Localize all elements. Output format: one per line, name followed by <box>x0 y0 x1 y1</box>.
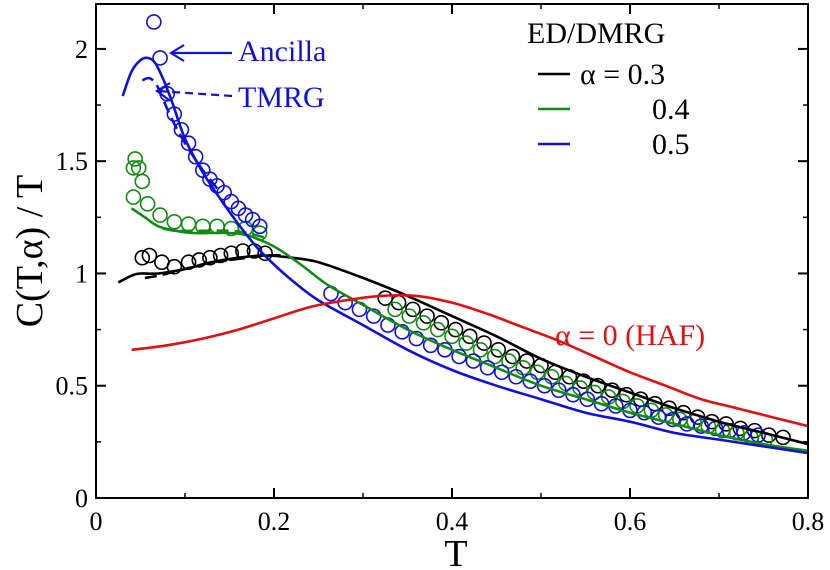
legend-label-alpha-0.3: α = 0.3 <box>580 58 665 91</box>
data-point <box>152 50 168 66</box>
data-point <box>522 373 539 390</box>
y-tick-label: 0 <box>75 484 88 513</box>
data-point <box>152 207 168 223</box>
series-line-0.3-ancilla <box>117 254 808 446</box>
data-point <box>212 247 229 264</box>
series-line-0.5-ancilla <box>121 56 808 455</box>
y-tick-label: 2 <box>75 35 88 64</box>
data-point <box>458 335 475 351</box>
series-line-0.5-tmrg <box>141 76 222 194</box>
y-tick-label: 0.5 <box>56 372 89 401</box>
tmrg-label: TMRG <box>238 81 325 114</box>
x-tick-label: 0 <box>90 507 103 536</box>
x-tick-label: 0.2 <box>258 507 291 536</box>
x-tick-label: 0.6 <box>614 507 647 536</box>
data-point <box>501 353 517 369</box>
series-0.4-ed-dmrg <box>125 151 774 448</box>
data-point <box>166 214 183 230</box>
data-point <box>180 216 197 232</box>
x-axis-title: T <box>444 533 467 570</box>
legend-label-alpha-0.4: 0.4 <box>652 93 690 126</box>
data-point <box>508 368 524 385</box>
x-tick-label: 0.8 <box>792 507 825 536</box>
data-point <box>134 173 151 190</box>
data-point <box>223 245 240 262</box>
haf-label: α = 0 (HAF) <box>555 319 705 352</box>
data-point <box>377 290 394 306</box>
series-0.5-ed-dmrg <box>146 14 766 443</box>
tmrg-arrow-head <box>155 82 171 101</box>
data-point <box>139 196 156 212</box>
ancilla-annotation: Ancilla <box>168 35 326 68</box>
data-point <box>187 148 204 165</box>
data-point <box>579 391 596 408</box>
data-point <box>257 245 273 262</box>
data-point <box>166 258 183 275</box>
ancilla-label: Ancilla <box>238 35 326 68</box>
data-point <box>504 348 521 365</box>
data-point <box>127 151 143 167</box>
data-point <box>415 315 432 331</box>
series-line-0-haf <box>131 293 808 428</box>
data-point <box>141 247 158 264</box>
data-point <box>472 341 489 358</box>
data-point <box>664 411 681 428</box>
series-line-0.3-tmrg <box>144 254 283 280</box>
y-tick-label: 1 <box>75 259 88 288</box>
y-tick-label: 1.5 <box>56 147 89 176</box>
data-point <box>134 249 151 266</box>
data-point <box>387 301 403 318</box>
data-point <box>444 328 460 345</box>
data-point <box>636 404 653 421</box>
x-tick-label: 0.4 <box>436 507 469 536</box>
ticks-layer: 0 0.2 0.4 0.6 0.8 0 0.5 1 1.5 2 <box>56 4 825 536</box>
y-axis-title: C(T,α) / T <box>9 175 51 328</box>
legend-title: ED/DMRG <box>527 17 665 50</box>
data-point <box>422 337 439 354</box>
legend: ED/DMRG α = 0.3 0.4 0.5 <box>527 17 690 161</box>
data-point <box>202 249 218 266</box>
tmrg-annotation: TMRG <box>155 81 325 114</box>
data-point <box>543 368 560 385</box>
legend-label-alpha-0.5: 0.5 <box>652 128 690 161</box>
data-point <box>125 160 142 176</box>
data-point <box>251 218 268 235</box>
data-point <box>191 252 208 268</box>
data-point <box>401 308 418 324</box>
series-layer <box>117 14 808 455</box>
data-point <box>429 321 446 338</box>
data-point <box>486 348 503 365</box>
data-point <box>125 189 142 205</box>
ancilla-arrow-head <box>168 44 185 62</box>
data-point <box>146 14 162 30</box>
